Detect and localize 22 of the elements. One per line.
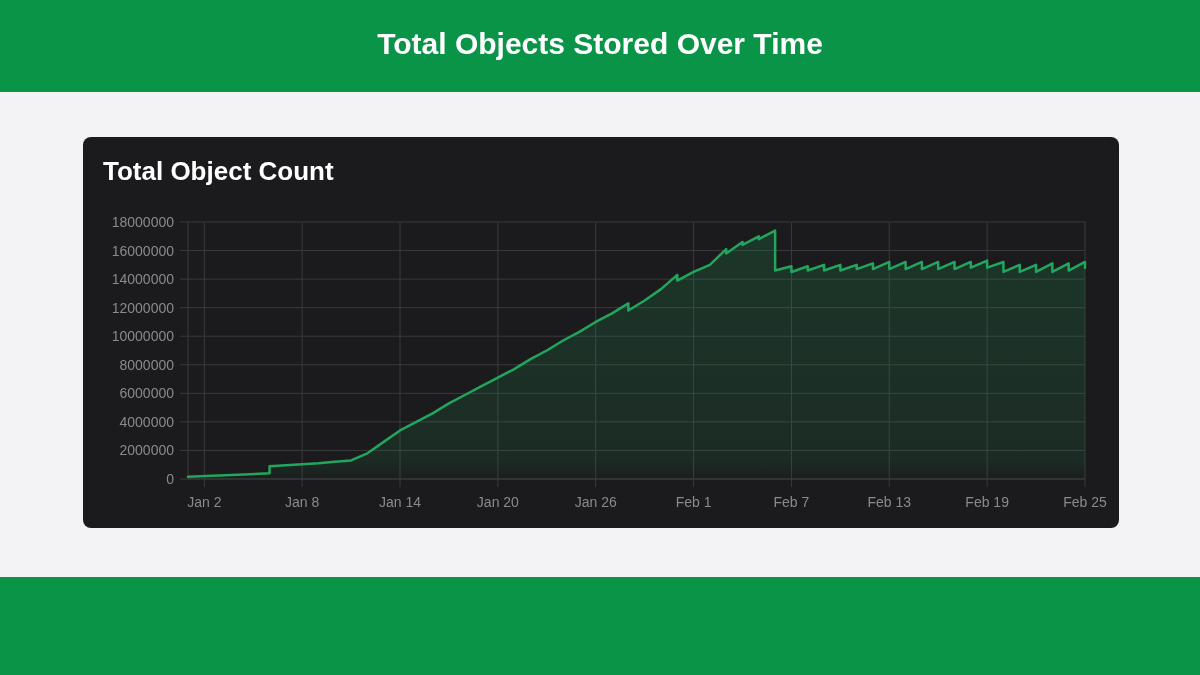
y-tick-label: 12000000 [111, 299, 175, 316]
x-tick-label: Feb 7 [773, 494, 810, 510]
x-tick-label: Jan 2 [187, 494, 222, 510]
x-tick-label: Feb 25 [1063, 494, 1107, 510]
y-tick-label: 8000000 [119, 356, 175, 373]
chart-subtitle: Total Object Count [103, 156, 334, 186]
y-tick-label: 6000000 [119, 385, 175, 402]
x-tick-label: Feb 19 [965, 494, 1010, 510]
y-tick-label: 2000000 [119, 442, 175, 459]
chart-title: Total Objects Stored Over Time [377, 27, 823, 60]
y-tick-label: 14000000 [111, 271, 175, 288]
y-tick-label: 4000000 [119, 413, 175, 430]
x-tick-label: Feb 1 [675, 494, 712, 510]
x-tick-label: Jan 20 [476, 494, 520, 510]
y-tick-label: 16000000 [111, 242, 175, 259]
y-tick-label: 0 [166, 471, 175, 487]
y-tick-label: 18000000 [111, 214, 175, 230]
x-tick-label: Jan 8 [285, 494, 320, 510]
x-tick-label: Jan 14 [378, 494, 422, 510]
y-tick-label: 10000000 [111, 328, 175, 345]
x-tick-label: Feb 13 [867, 494, 912, 510]
x-tick-label: Jan 26 [574, 494, 617, 510]
